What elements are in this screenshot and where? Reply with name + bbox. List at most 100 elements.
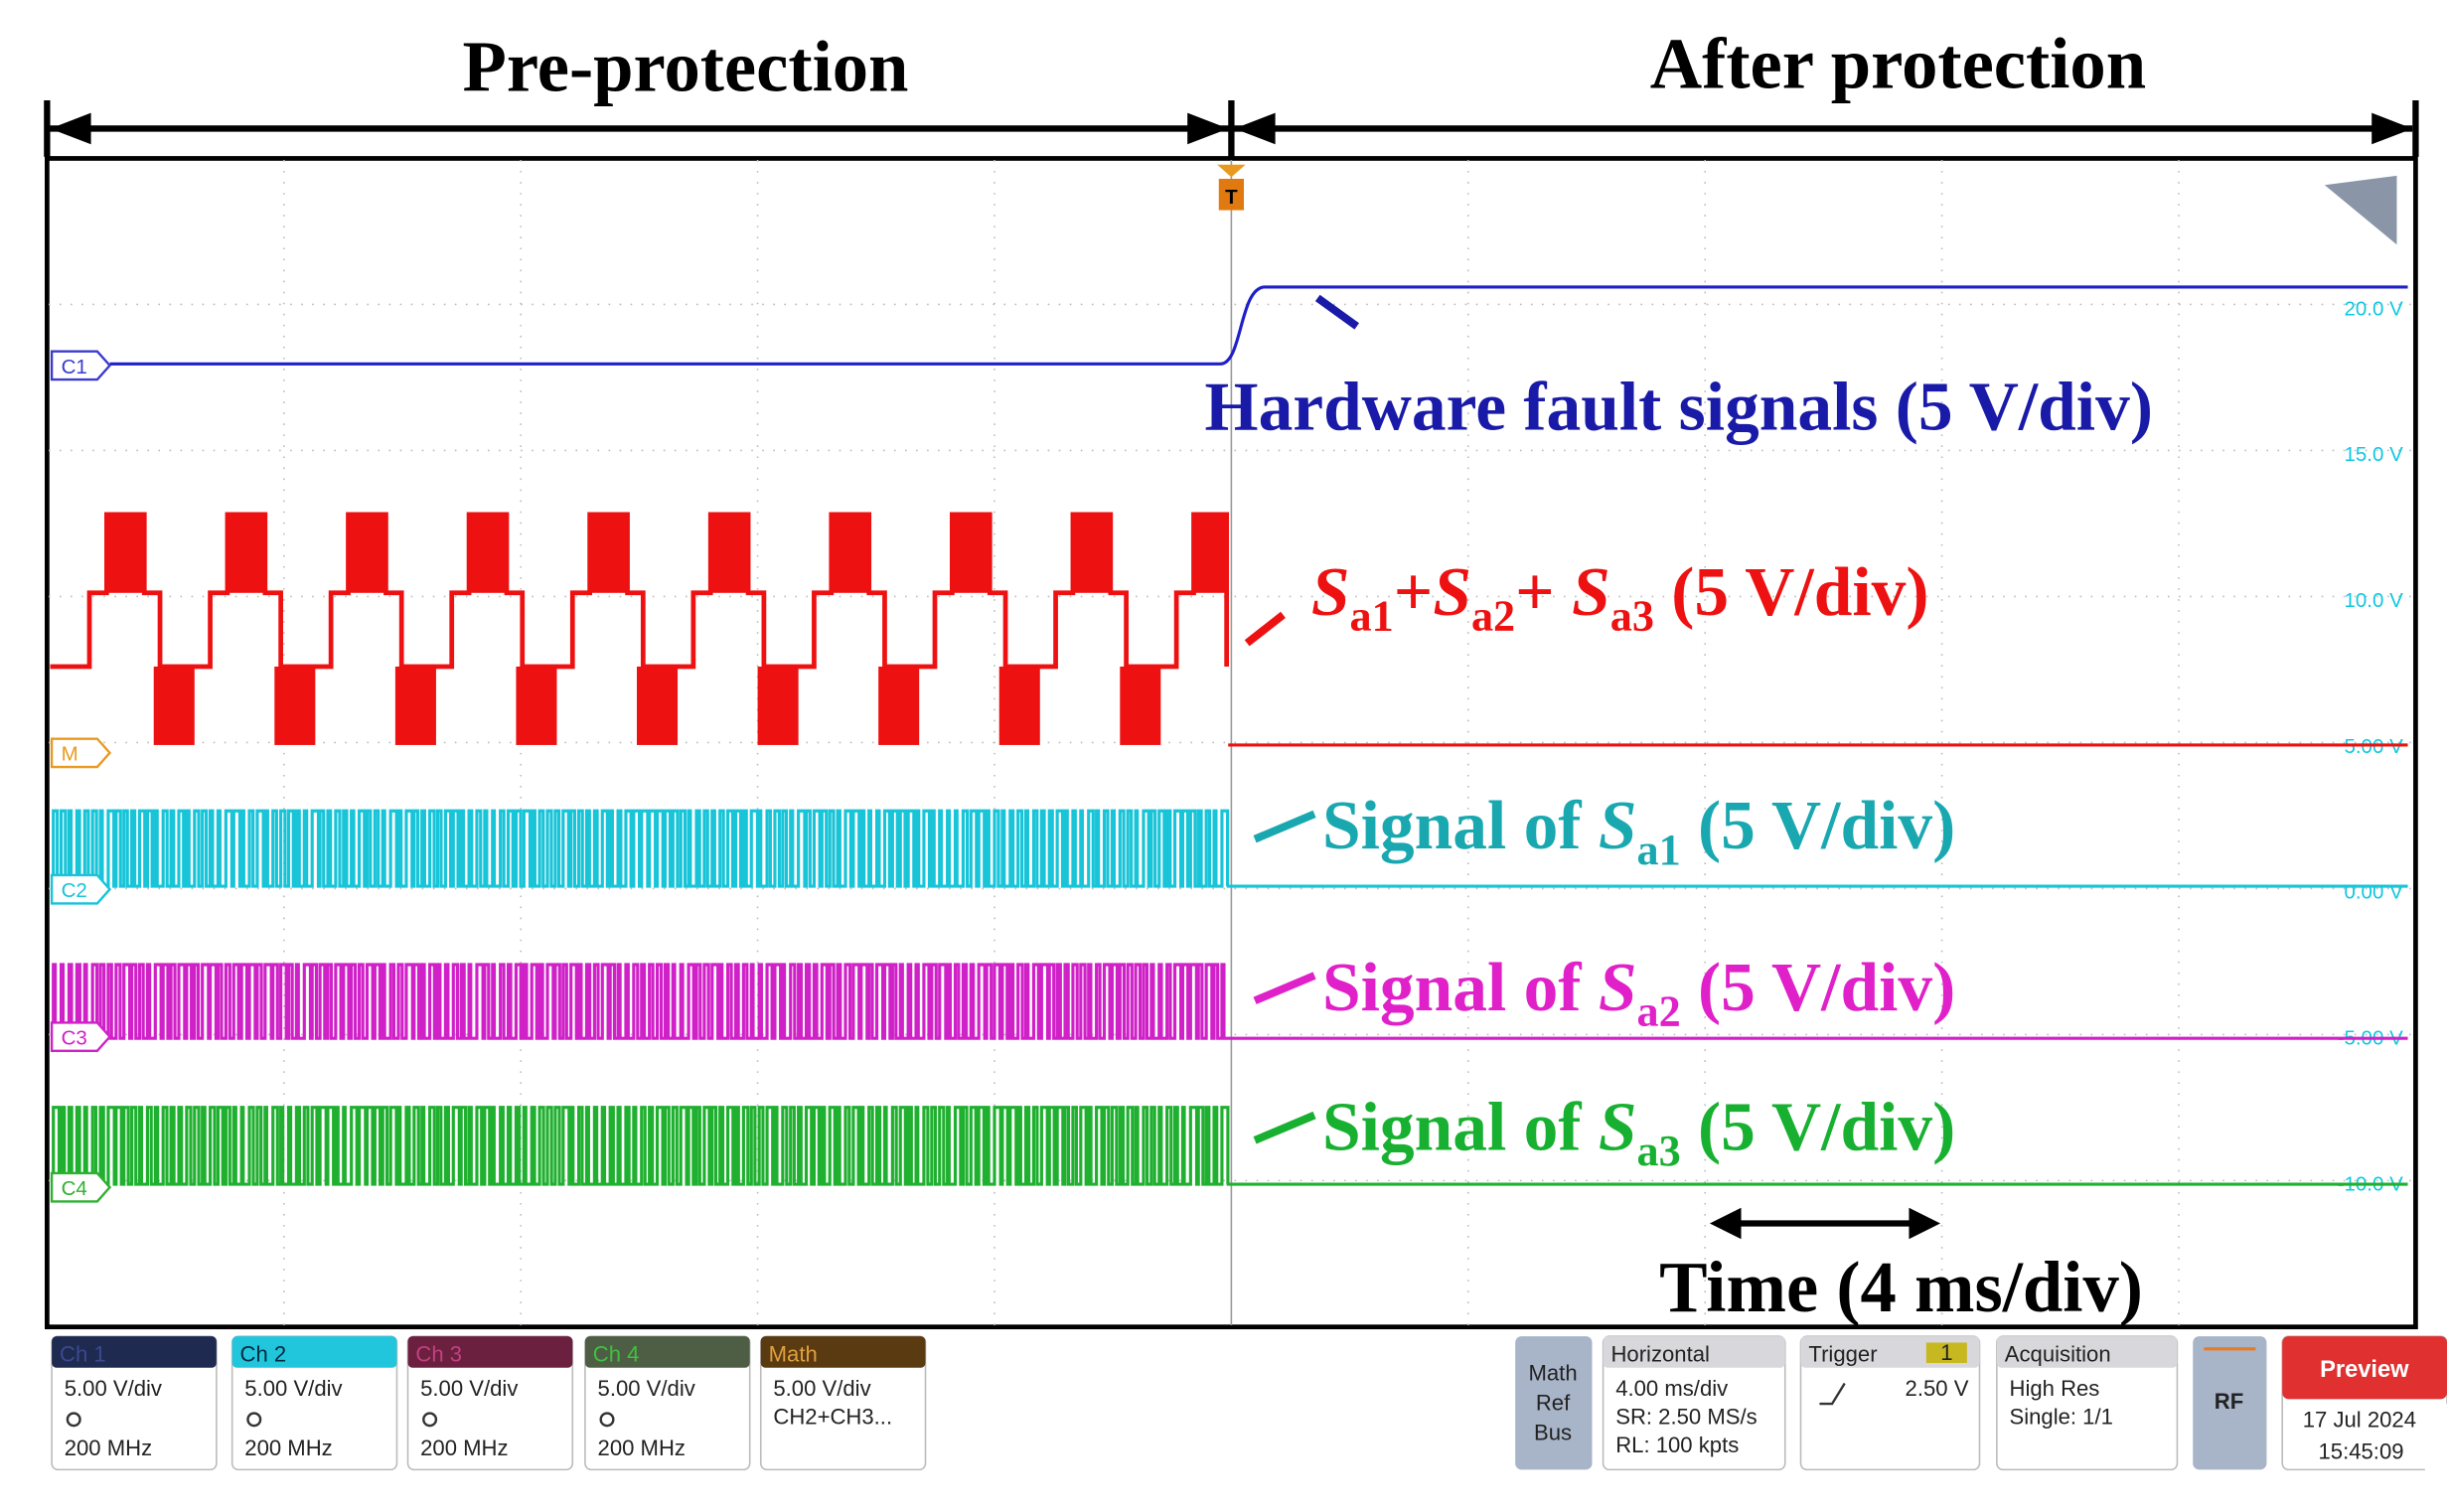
panel-title: Ch 4 [593, 1341, 640, 1366]
channel-marker-label: C4 [62, 1177, 87, 1200]
panel-header [760, 1336, 926, 1368]
panel-text: 5.00 V/div [598, 1376, 695, 1401]
t: S [1311, 554, 1350, 631]
trigger-marker [1217, 164, 1246, 178]
t: Signal of [1322, 788, 1599, 864]
signal-label: Signal of Sa3 (5 V/div) [1322, 1089, 1955, 1175]
button-text: Bus [1534, 1420, 1572, 1444]
panel-title: Math [769, 1341, 818, 1366]
signal-arrow [1253, 972, 1316, 1004]
span-arrows [44, 100, 2419, 157]
fault-label: Hardware fault signals (5 V/div) [1205, 370, 2153, 446]
wave-c1 [109, 285, 2408, 366]
panel-title: Trigger [1808, 1341, 1877, 1366]
channel-marker [50, 873, 112, 905]
panel-header [407, 1336, 573, 1368]
button [2193, 1336, 2267, 1470]
panel-text: 200 MHz [598, 1436, 686, 1460]
t: a3 [1636, 1127, 1680, 1175]
probe-icon [422, 1412, 438, 1428]
annotations: Hardware fault signals (5 V/div) Sa1 + Sa2… [1205, 294, 2153, 1327]
panel-text: 1 [1940, 1340, 1952, 1365]
panel-title: Ch 3 [415, 1341, 462, 1366]
panel-header [584, 1336, 750, 1368]
channel-marker [50, 1021, 112, 1053]
panel-header [52, 1336, 217, 1368]
time-arrow [1709, 1207, 1941, 1240]
button-text: Math [1528, 1360, 1577, 1385]
wave-math-block [1072, 514, 1111, 593]
channel-marker [50, 1171, 112, 1203]
trigger-source-box [1925, 1342, 1967, 1364]
signal-arrow [1253, 1111, 1316, 1144]
panel-text: 5.00 V/div [244, 1376, 342, 1401]
t: Signal of [1322, 950, 1599, 1026]
t: a2 [1636, 987, 1680, 1036]
fault-arrow [1314, 294, 1360, 330]
button-text: Ref [1536, 1390, 1571, 1415]
t: a1 [1350, 592, 1394, 641]
wave-math-block [1120, 667, 1161, 745]
t: (5 V/div) [1681, 1089, 1956, 1165]
t: + [1515, 554, 1572, 631]
wave-c2 [52, 809, 2408, 888]
wave-c4 [52, 1106, 2408, 1186]
button [1515, 1336, 1593, 1470]
zoom-icon [2324, 175, 2397, 245]
wave-math-block [710, 514, 749, 593]
t: (5 V/div) [1654, 554, 1929, 631]
panel-text: 200 MHz [420, 1436, 508, 1460]
wave-math-block [878, 667, 920, 745]
wave-c3 [52, 963, 2408, 1040]
t: a2 [1471, 592, 1515, 641]
wave-math-block [589, 514, 628, 593]
scale-label: 10.0 V [2344, 589, 2403, 612]
panel-text: Single: 1/1 [2009, 1405, 2112, 1430]
wave-math-block [153, 667, 195, 745]
status-bar: Ch 1 5.00 V/div 200 MHz Ch 2 5.00 V/div 200 M… [51, 1335, 2447, 1475]
t: a1 [1636, 826, 1680, 874]
sum-arrow [1244, 611, 1286, 647]
channel-marker-label: C3 [62, 1027, 87, 1050]
probe-icon [246, 1412, 262, 1428]
signal-label: Signal of Sa2 (5 V/div) [1322, 950, 1955, 1036]
time-label: Time (4 ms/div) [1659, 1247, 2143, 1327]
panel-title: Acquisition [2005, 1341, 2111, 1366]
panel-text: 4.00 ms/div [1615, 1376, 1728, 1401]
trigger-box [1218, 178, 1245, 211]
panel-text: 5.00 V/div [420, 1376, 518, 1401]
probe-icon [66, 1412, 81, 1428]
edge-icon [1819, 1382, 1846, 1406]
waveforms: C1 M C2 C3 C4 T [50, 164, 2408, 1203]
t: a3 [1610, 592, 1654, 641]
t: S [1433, 554, 1471, 631]
wave-math-block [106, 514, 145, 593]
channel-marker-label: M [62, 743, 78, 766]
wave-math-block [637, 667, 679, 745]
panel-text: High Res [2009, 1376, 2099, 1401]
trigger-label: T [1225, 186, 1238, 209]
panel-title: Ch 2 [240, 1341, 287, 1366]
panel-text: SR: 2.50 MS/s [1615, 1405, 1757, 1430]
wave-math-block [469, 514, 507, 593]
wave-math-block [348, 514, 386, 593]
channel-marker [50, 350, 112, 381]
panel-text: 200 MHz [65, 1436, 152, 1460]
channel-marker [50, 737, 112, 769]
panel-text: RL: 100 kpts [1615, 1433, 1739, 1457]
signal-arrow [1253, 810, 1316, 843]
header-right: After protection [1650, 23, 2146, 103]
wave-math-block [274, 667, 316, 745]
wave-math-block [757, 667, 799, 745]
panel-text: 2.50 V [1906, 1376, 1969, 1401]
wave-math-block [516, 667, 557, 745]
preview-title: Preview [2320, 1357, 2409, 1383]
header-left: Pre-protection [462, 27, 908, 107]
panel-text: 15:45:09 [2319, 1438, 2404, 1463]
wave-math-block [831, 514, 869, 593]
t: Signal of [1322, 1089, 1599, 1165]
wave-math-block [998, 667, 1040, 745]
scale-label: 0.00 V [2344, 881, 2403, 904]
